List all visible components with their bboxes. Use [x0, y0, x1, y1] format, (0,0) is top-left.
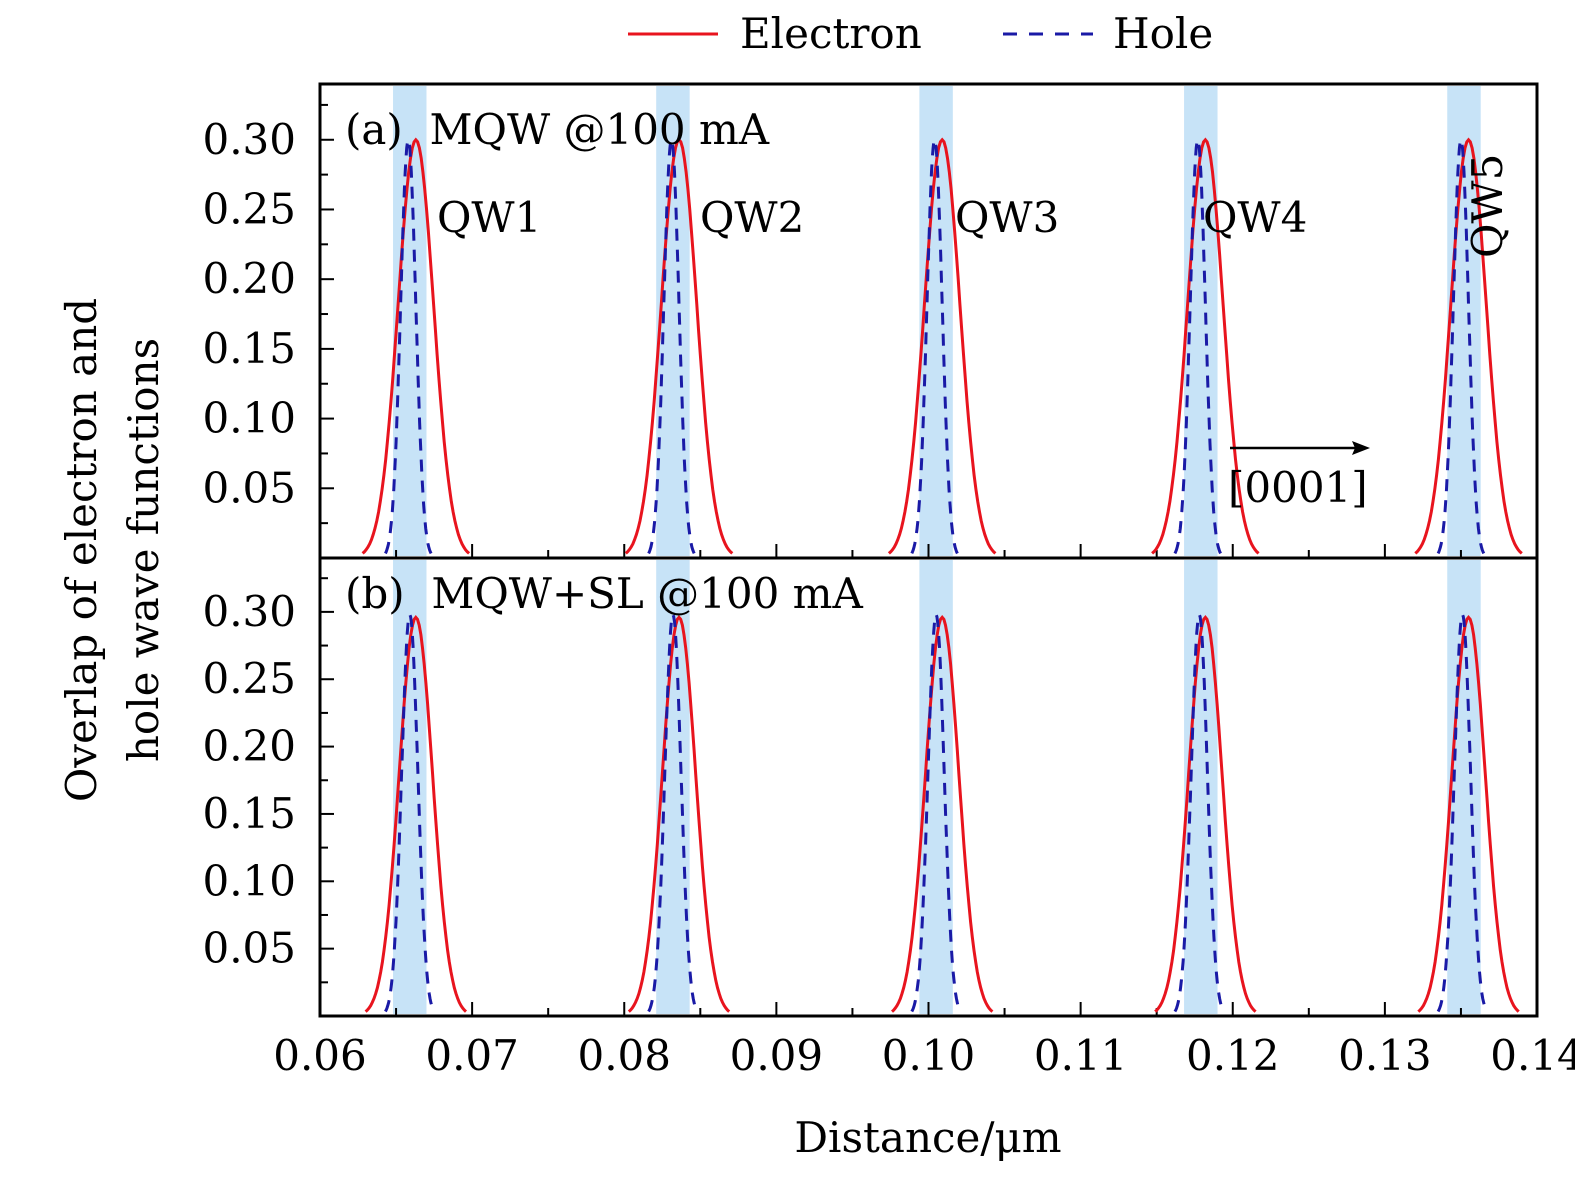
x-tick-label: 0.14 — [1490, 1031, 1575, 1080]
qw4-label: QW4 — [1203, 193, 1307, 242]
x-tick-label: 0.11 — [1034, 1031, 1128, 1080]
x-tick-label: 0.09 — [730, 1031, 824, 1080]
panel-a-electron-peak-1 — [361, 137, 471, 555]
qw5-label: QW5 — [1463, 154, 1512, 258]
panel-a-y-tick-label: 0.20 — [202, 254, 296, 303]
panel-a-electron-peak-5 — [1414, 137, 1523, 555]
panel-a-title: (a) MQW @100 mA — [345, 105, 770, 154]
panel-a-electron-peak-2 — [624, 137, 734, 555]
panel-a-electron-peak-3 — [887, 137, 997, 555]
panel-b-y-tick-label: 0.15 — [202, 789, 296, 838]
qw2-label: QW2 — [700, 193, 804, 242]
panel-b-hole-peak-1 — [384, 610, 436, 1013]
x-tick-label: 0.10 — [882, 1031, 976, 1080]
x-tick-label: 0.07 — [425, 1031, 519, 1080]
panel-a-ticks — [319, 103, 1538, 558]
panel-b-y-tick-label: 0.05 — [202, 924, 296, 973]
panel-b-hole-peak-3 — [910, 610, 962, 1013]
y-axis-label-line-2: hole wave functions — [119, 338, 168, 762]
panel-a-y-tick-label: 0.10 — [202, 394, 296, 443]
panel-a-y-tick-label: 0.30 — [202, 115, 296, 164]
panel-b-y-tick-labels: 0.05 0.10 0.15 0.20 0.25 0.30 — [202, 587, 296, 973]
panel-a-curves — [361, 135, 1523, 555]
panel-a-electron-peak-4 — [1151, 137, 1260, 555]
panel-b-electron-peak-4 — [1154, 614, 1257, 1013]
direction-arrow-head — [1352, 441, 1370, 455]
panel-a-y-tick-label: 0.25 — [202, 184, 296, 233]
panel-b-electron-peak-1 — [364, 614, 468, 1013]
panel-b-hole-peak-2 — [647, 610, 699, 1013]
x-axis-label: Distance/μm — [794, 1113, 1061, 1162]
qw1-label: QW1 — [437, 193, 541, 242]
panel-b-electron-peak-2 — [627, 614, 731, 1013]
panel-b-frame — [318, 556, 1539, 1018]
panel-b-hole-peak-4 — [1173, 610, 1225, 1013]
x-tick-label: 0.08 — [577, 1031, 671, 1080]
panel-b-electron-peak-5 — [1417, 614, 1520, 1013]
panel-b: 0.05 0.10 0.15 0.20 0.25 0.30 (b) MQW+SL @100… — [202, 556, 1539, 1018]
panel-b-title: (b) MQW+SL @100 mA — [345, 569, 864, 618]
qw3-label: QW3 — [955, 193, 1059, 242]
panel-b-y-tick-label: 0.30 — [202, 587, 296, 636]
panel-b-y-tick-label: 0.25 — [202, 654, 296, 703]
panel-b-curves — [364, 610, 1520, 1013]
panel-a-hole-peak-1 — [384, 135, 433, 555]
x-tick-label: 0.06 — [273, 1031, 367, 1080]
x-tick-label: 0.13 — [1338, 1031, 1432, 1080]
legend-electron-label: Electron — [740, 9, 922, 58]
panel-a-y-tick-label: 0.15 — [202, 324, 296, 373]
panel-a-y-tick-labels: 0.05 0.10 0.15 0.20 0.25 0.30 — [202, 115, 296, 513]
y-axis-label-line-1: Overlap of electron and — [57, 298, 106, 802]
panel-b-y-tick-label: 0.10 — [202, 856, 296, 905]
panel-b-hole-peak-5 — [1436, 610, 1489, 1013]
panel-a-y-tick-label: 0.05 — [202, 463, 296, 512]
panel-a-hole-peak-5 — [1436, 135, 1486, 555]
x-tick-labels: 0.06 0.07 0.08 0.09 0.10 0.11 0.12 0.13 0.14 — [273, 1031, 1575, 1080]
panel-b-y-tick-label: 0.20 — [202, 722, 296, 771]
panel-a-hole-peak-3 — [910, 135, 959, 555]
direction-label: [0001] — [1228, 463, 1368, 512]
panel-b-electron-peak-3 — [891, 614, 994, 1013]
panel-a-hole-peak-2 — [647, 135, 696, 555]
panel-a: 0.05 0.10 0.15 0.20 0.25 0.30 (a) MQW @100 mA… — [202, 82, 1539, 560]
legend-hole-label: Hole — [1113, 9, 1213, 58]
y-axis-label: Overlap of electron and hole wave functi… — [57, 298, 168, 802]
legend: Electron Hole — [628, 9, 1213, 58]
panel-a-hole-peak-4 — [1173, 135, 1222, 555]
x-tick-label: 0.12 — [1186, 1031, 1280, 1080]
